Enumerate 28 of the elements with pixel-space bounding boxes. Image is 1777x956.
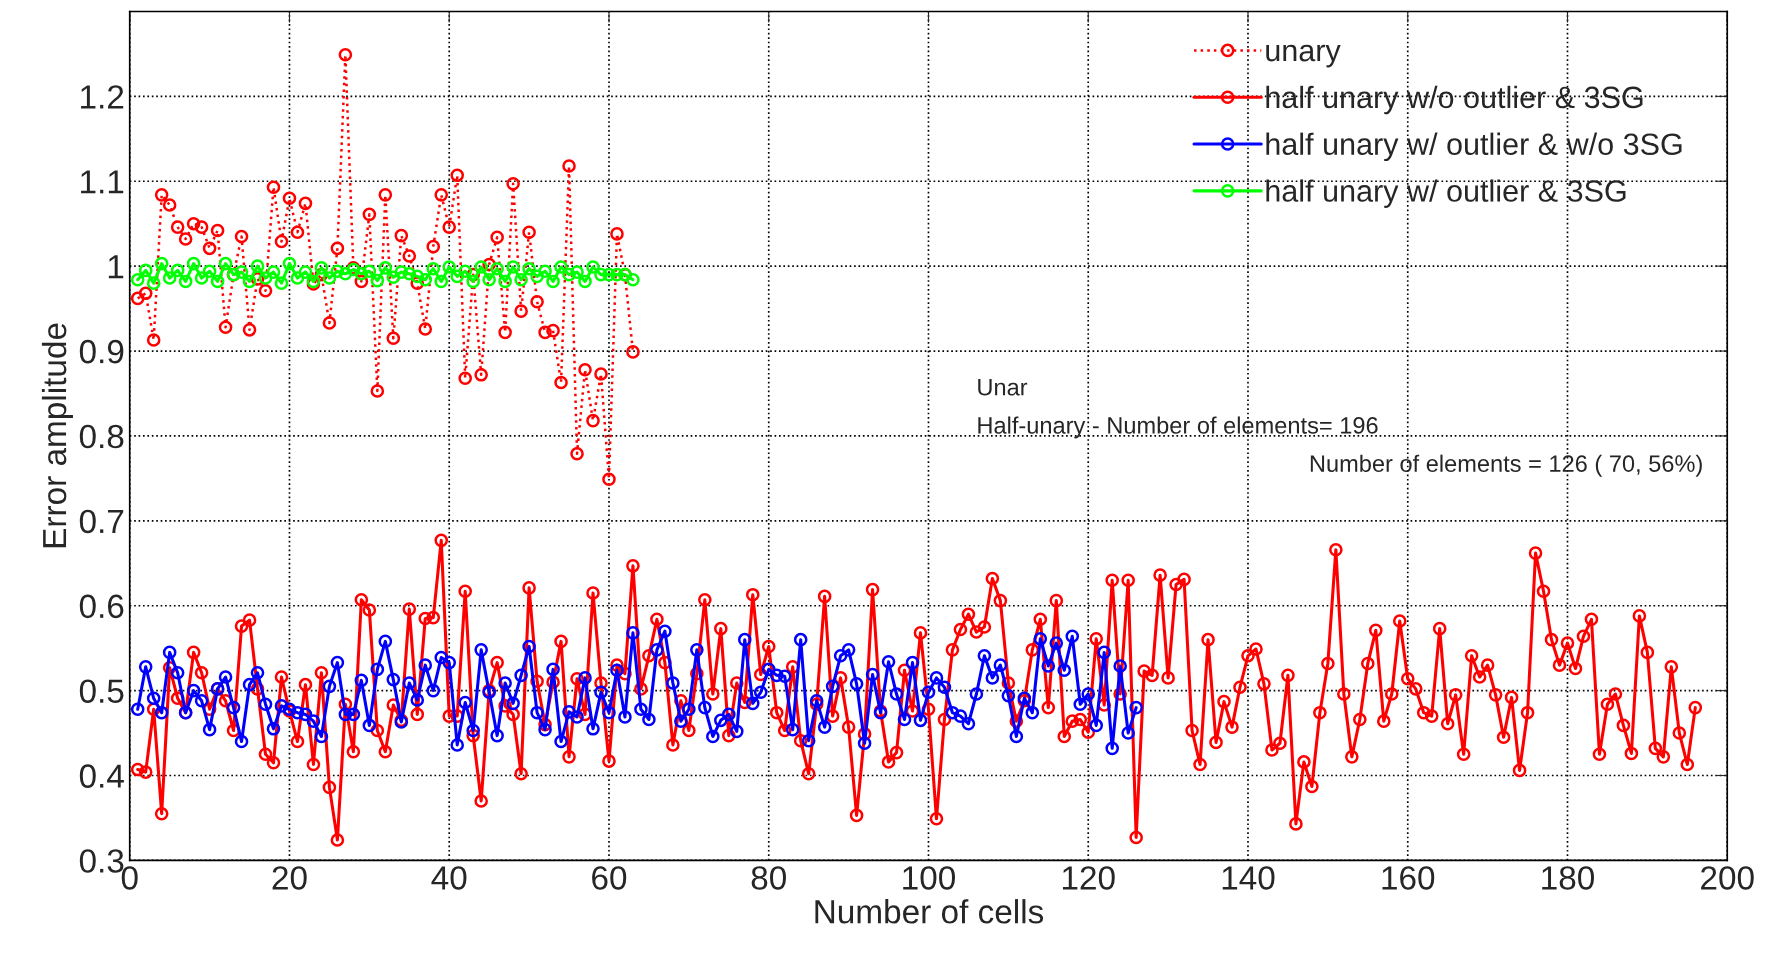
y-tick-label: 0.5 <box>79 679 124 704</box>
legend-label: unary <box>1266 44 1341 68</box>
y-tick-label: 1 <box>108 255 124 279</box>
x-tick-label: 20 <box>272 866 307 890</box>
x-tick-label: 80 <box>751 866 786 890</box>
x-tick-label: 200 <box>1701 866 1754 890</box>
x-axis-title: Number of cells <box>815 899 1044 924</box>
y-tick-label: 1.2 <box>81 85 124 109</box>
y-tick-label: 0.7 <box>79 509 124 534</box>
legend-label: half unary w/ outlier & w/o 3SG <box>1266 132 1682 162</box>
x-tick-label: 120 <box>1062 866 1115 890</box>
y-tick-label: 0.8 <box>79 424 124 449</box>
y-tick-label: 0.4 <box>79 764 124 788</box>
annotation: Number of elements = 126 ( 70, 56%) <box>1310 454 1702 477</box>
x-tick-label: 60 <box>592 866 627 890</box>
y-axis-title: Error amplitude <box>41 323 73 548</box>
x-tick-label: 40 <box>431 866 467 890</box>
x-tick-label: 160 <box>1382 866 1435 890</box>
y-tick-label: 0.9 <box>79 339 124 364</box>
x-tick-label: 180 <box>1542 866 1594 890</box>
legend-label: half unary w/o outlier & 3SG <box>1266 85 1643 115</box>
y-tick-label: 0.6 <box>79 594 124 619</box>
annotation: Unar <box>978 379 1028 396</box>
annotation: Half-unary - Number of elements= 196 <box>978 416 1378 439</box>
y-tick-label: 1.1 <box>81 170 124 194</box>
x-tick-label: 100 <box>903 866 955 890</box>
legend-label: half unary w/ outlier & 3SG <box>1266 179 1626 208</box>
x-tick-label: 140 <box>1222 866 1275 890</box>
